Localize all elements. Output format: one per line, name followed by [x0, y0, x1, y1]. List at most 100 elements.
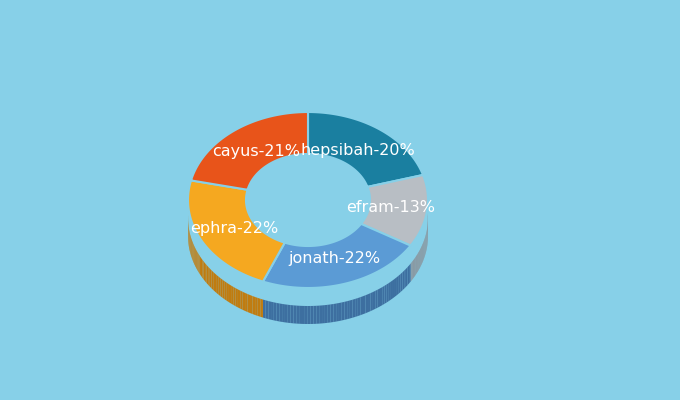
- Text: jonath-22%: jonath-22%: [288, 251, 380, 266]
- PathPatch shape: [205, 263, 207, 283]
- PathPatch shape: [328, 261, 330, 280]
- PathPatch shape: [321, 263, 322, 281]
- PathPatch shape: [284, 260, 285, 279]
- PathPatch shape: [201, 258, 202, 278]
- PathPatch shape: [210, 268, 211, 288]
- PathPatch shape: [313, 264, 316, 282]
- PathPatch shape: [298, 263, 299, 282]
- PathPatch shape: [255, 242, 256, 261]
- PathPatch shape: [214, 272, 215, 292]
- PathPatch shape: [272, 255, 273, 274]
- PathPatch shape: [294, 263, 296, 281]
- PathPatch shape: [277, 303, 279, 322]
- PathPatch shape: [302, 264, 303, 282]
- PathPatch shape: [271, 255, 272, 273]
- PathPatch shape: [325, 305, 328, 323]
- PathPatch shape: [401, 272, 403, 292]
- PathPatch shape: [413, 259, 414, 278]
- PathPatch shape: [403, 270, 404, 290]
- PathPatch shape: [335, 259, 337, 277]
- PathPatch shape: [377, 288, 380, 308]
- PathPatch shape: [200, 256, 201, 276]
- PathPatch shape: [393, 279, 395, 298]
- PathPatch shape: [311, 306, 313, 324]
- PathPatch shape: [285, 304, 288, 323]
- PathPatch shape: [389, 282, 391, 301]
- PathPatch shape: [363, 295, 366, 314]
- PathPatch shape: [307, 264, 308, 282]
- PathPatch shape: [302, 306, 305, 324]
- PathPatch shape: [290, 262, 292, 280]
- PathPatch shape: [357, 246, 358, 264]
- PathPatch shape: [358, 244, 360, 263]
- PathPatch shape: [316, 306, 319, 324]
- PathPatch shape: [366, 294, 368, 313]
- PathPatch shape: [301, 264, 302, 282]
- PathPatch shape: [274, 302, 277, 321]
- PathPatch shape: [341, 256, 343, 275]
- PathPatch shape: [274, 256, 275, 275]
- PathPatch shape: [313, 306, 316, 324]
- PathPatch shape: [269, 301, 271, 320]
- PathPatch shape: [253, 239, 254, 258]
- PathPatch shape: [256, 244, 257, 262]
- PathPatch shape: [349, 252, 350, 271]
- PathPatch shape: [243, 292, 245, 311]
- PathPatch shape: [258, 245, 259, 264]
- PathPatch shape: [333, 260, 334, 278]
- PathPatch shape: [299, 264, 301, 282]
- PathPatch shape: [391, 280, 393, 300]
- PathPatch shape: [240, 291, 243, 310]
- PathPatch shape: [252, 296, 255, 315]
- PathPatch shape: [235, 288, 238, 308]
- PathPatch shape: [309, 264, 311, 282]
- PathPatch shape: [282, 304, 285, 322]
- PathPatch shape: [312, 264, 313, 282]
- PathPatch shape: [336, 303, 339, 322]
- PathPatch shape: [195, 248, 197, 268]
- Text: efram-13%: efram-13%: [347, 200, 435, 215]
- PathPatch shape: [345, 254, 346, 273]
- PathPatch shape: [260, 299, 263, 318]
- PathPatch shape: [322, 305, 325, 323]
- PathPatch shape: [202, 260, 204, 280]
- PathPatch shape: [411, 262, 412, 280]
- PathPatch shape: [322, 262, 324, 281]
- PathPatch shape: [222, 280, 224, 299]
- PathPatch shape: [265, 251, 266, 270]
- PathPatch shape: [324, 262, 326, 280]
- PathPatch shape: [375, 290, 377, 309]
- PathPatch shape: [293, 263, 294, 281]
- PathPatch shape: [257, 244, 258, 263]
- PathPatch shape: [250, 295, 252, 314]
- PathPatch shape: [260, 247, 261, 266]
- PathPatch shape: [207, 265, 208, 285]
- PathPatch shape: [263, 250, 264, 268]
- PathPatch shape: [248, 294, 250, 313]
- Text: ephra-22%: ephra-22%: [190, 221, 278, 236]
- PathPatch shape: [339, 302, 342, 321]
- PathPatch shape: [233, 287, 235, 306]
- PathPatch shape: [308, 112, 423, 187]
- PathPatch shape: [331, 260, 333, 279]
- PathPatch shape: [288, 305, 290, 323]
- PathPatch shape: [282, 260, 284, 278]
- PathPatch shape: [275, 257, 277, 276]
- PathPatch shape: [308, 264, 309, 282]
- PathPatch shape: [414, 258, 415, 277]
- PathPatch shape: [387, 283, 389, 302]
- PathPatch shape: [254, 241, 255, 260]
- PathPatch shape: [316, 264, 317, 282]
- PathPatch shape: [188, 180, 285, 282]
- PathPatch shape: [368, 293, 371, 312]
- PathPatch shape: [278, 258, 279, 277]
- PathPatch shape: [343, 256, 344, 274]
- PathPatch shape: [399, 274, 401, 294]
- PathPatch shape: [326, 262, 327, 280]
- PathPatch shape: [305, 306, 308, 324]
- PathPatch shape: [328, 304, 330, 323]
- PathPatch shape: [319, 305, 322, 324]
- PathPatch shape: [267, 253, 269, 271]
- PathPatch shape: [417, 254, 418, 273]
- PathPatch shape: [289, 262, 290, 280]
